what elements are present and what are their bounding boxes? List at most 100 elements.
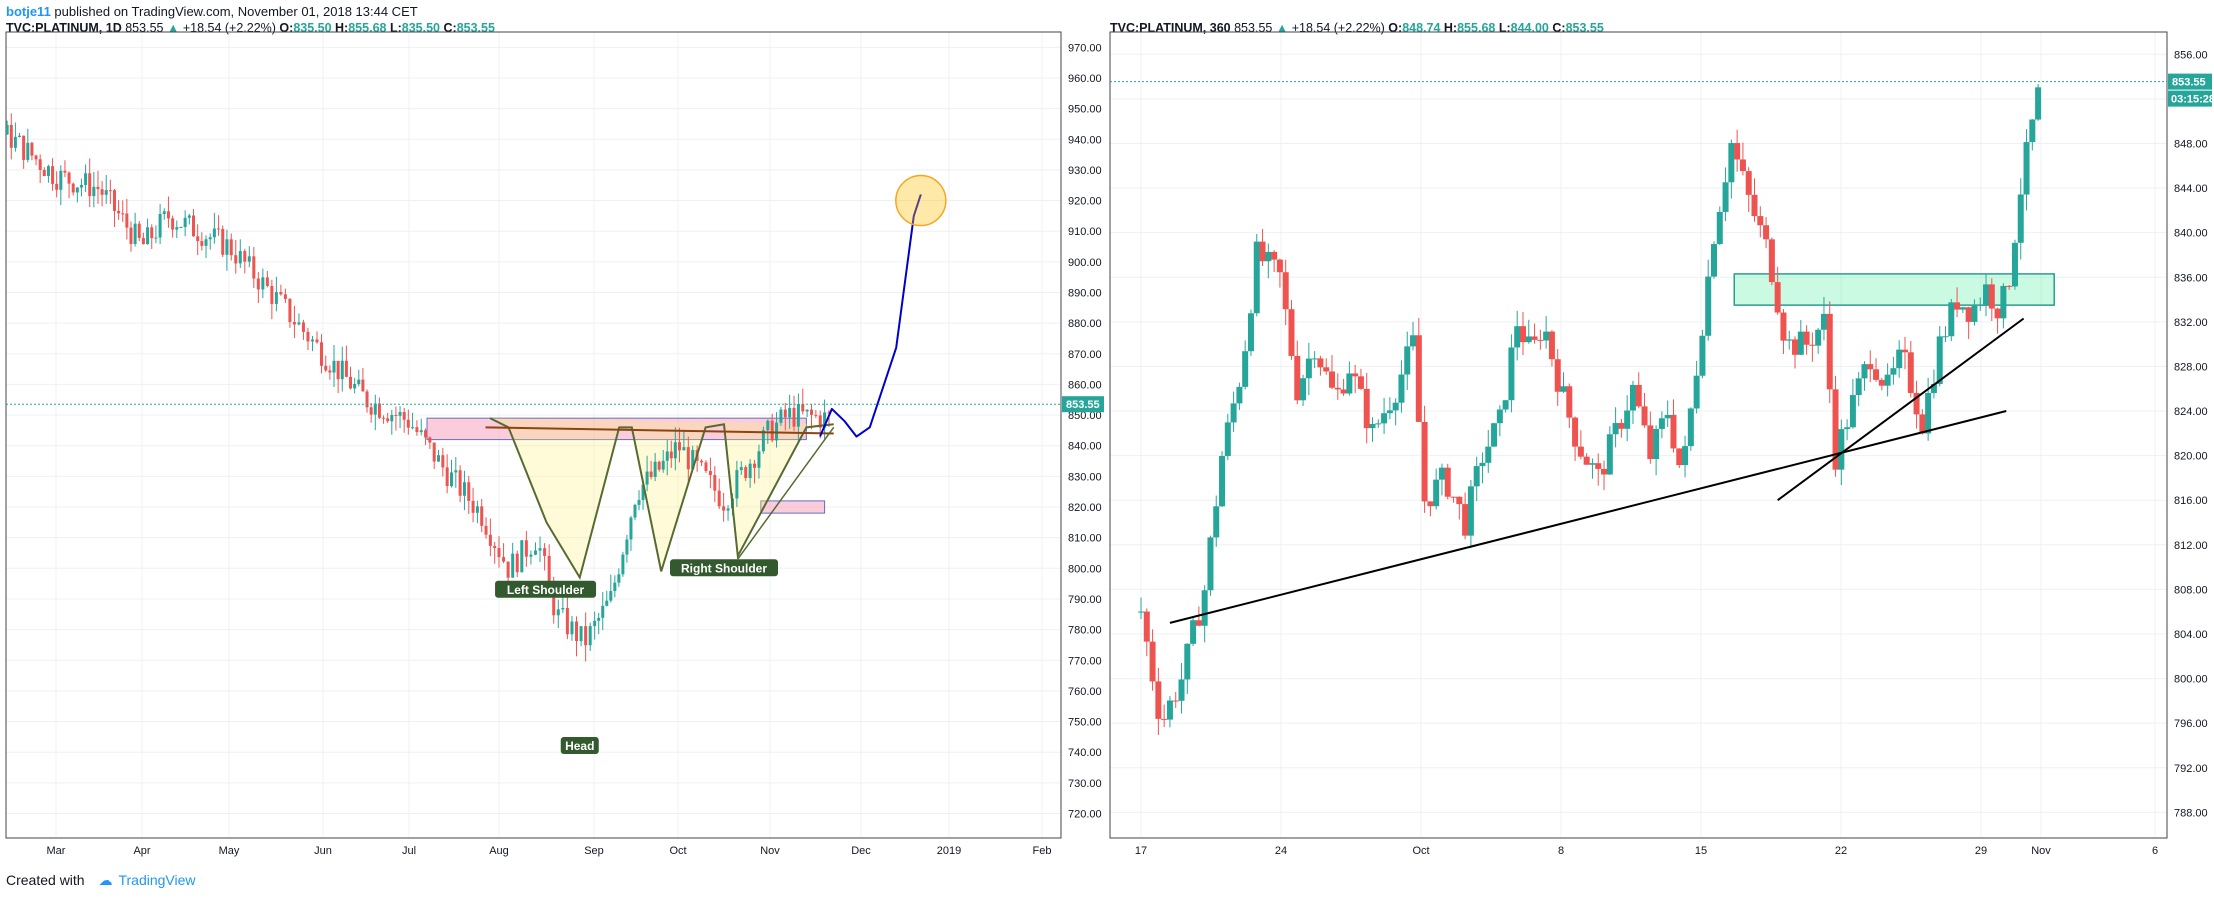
y-tick-label: 850.00 xyxy=(1068,410,1102,422)
candle-body xyxy=(1618,423,1625,429)
candle-body xyxy=(1792,339,1799,355)
y-tick-label: 900.00 xyxy=(1068,257,1102,269)
candle-body xyxy=(1438,467,1445,480)
candle-body xyxy=(150,227,154,239)
candle-body xyxy=(570,621,574,635)
y-tick-label: 910.00 xyxy=(1068,226,1102,238)
candle-body xyxy=(584,626,588,646)
candle-body xyxy=(1971,305,1978,322)
candle-body xyxy=(166,211,170,219)
candle-body xyxy=(657,461,661,470)
candle-body xyxy=(1357,376,1364,389)
candle-body xyxy=(238,251,242,264)
candle-body xyxy=(766,420,770,431)
tradingview-link[interactable]: TradingView xyxy=(118,872,196,888)
candle-body xyxy=(1572,417,1579,447)
candle-body xyxy=(1323,367,1330,372)
candle-body xyxy=(283,294,287,299)
candle-body xyxy=(1560,386,1567,392)
y-tick-label: 930.00 xyxy=(1068,165,1102,177)
x-tick-label: 17 xyxy=(1135,845,1147,857)
candle-body xyxy=(1369,423,1376,429)
y-tick-label: 830.00 xyxy=(1068,471,1102,483)
candle-body xyxy=(256,278,260,290)
candle-body xyxy=(234,255,238,264)
candle-body xyxy=(1873,369,1880,380)
candle-body xyxy=(26,142,30,160)
x-tick-label: Nov xyxy=(760,845,780,857)
head-label: Head xyxy=(565,739,594,753)
candle-body xyxy=(1624,410,1631,429)
candle-body xyxy=(2011,242,2018,287)
candle-body xyxy=(1242,351,1249,387)
y-axis: 720.00 730.00 740.00 750.00 760.00 770.00 780.… xyxy=(1068,42,1102,820)
candle-body xyxy=(297,322,301,325)
left-shoulder-label: Left Shoulder xyxy=(507,583,585,597)
x-tick-label: 29 xyxy=(1975,845,1987,857)
candle-body xyxy=(556,609,560,616)
candle-body xyxy=(700,460,704,463)
candle-body xyxy=(1184,643,1191,680)
candle-body xyxy=(467,482,471,501)
candle-body xyxy=(208,237,212,240)
candle-body xyxy=(1155,681,1162,719)
author-link[interactable]: botje11 xyxy=(6,4,51,19)
candle-body xyxy=(394,415,398,417)
right-6h-chart[interactable]: 788.00 792.00 796.00 800.00 804.00 808.00 812.… xyxy=(1105,0,2214,870)
candle-body xyxy=(653,461,657,477)
long-trendline xyxy=(1169,410,2007,624)
y-axis: 788.00 792.00 796.00 800.00 804.00 808.00 812.… xyxy=(2174,49,2208,819)
candle-body xyxy=(645,471,649,485)
candle-body xyxy=(369,407,373,415)
candle-body xyxy=(1514,326,1521,348)
candle-body xyxy=(1693,375,1700,409)
x-tick-label: Jul xyxy=(402,845,416,857)
candle-body xyxy=(1780,312,1787,341)
candle-body xyxy=(1375,423,1382,425)
candle-body xyxy=(480,506,484,526)
candle-body xyxy=(67,172,71,184)
candle-body xyxy=(1300,378,1307,401)
created-with-text: Created with xyxy=(6,872,85,888)
candle-body xyxy=(377,403,381,418)
candle-body xyxy=(1421,421,1428,502)
candle-body xyxy=(717,490,721,507)
candle-body xyxy=(125,213,129,228)
plot-frame xyxy=(5,31,1062,839)
candle-body xyxy=(565,607,569,635)
candle-body xyxy=(1745,171,1752,195)
tradingview-logo-icon[interactable]: ☁ xyxy=(98,872,113,888)
candle-body xyxy=(1653,428,1660,460)
y-tick-label: 950.00 xyxy=(1068,104,1102,116)
candle-body xyxy=(593,620,597,627)
candle-body xyxy=(1954,302,1961,310)
candle-body xyxy=(502,557,506,562)
left-daily-chart[interactable]: 720.00 730.00 740.00 750.00 760.00 770.00 780.… xyxy=(0,0,1105,870)
candle-body xyxy=(1884,374,1891,386)
candle-body xyxy=(1334,387,1341,390)
candle-body xyxy=(59,170,63,190)
candle-body xyxy=(187,215,191,218)
candle-body xyxy=(424,430,428,438)
candle-body xyxy=(1832,389,1839,470)
candle-body xyxy=(229,239,233,256)
candle-body xyxy=(1687,408,1694,447)
candle-body xyxy=(2,132,5,134)
candle-body xyxy=(332,360,336,373)
candle-body xyxy=(613,582,617,592)
candle-body xyxy=(1658,418,1665,429)
candle-body xyxy=(1201,590,1208,626)
candle-body xyxy=(1855,378,1862,396)
candle-body xyxy=(2000,285,2007,319)
candle-body xyxy=(809,409,813,415)
candle-body xyxy=(1988,284,1995,309)
candle-body xyxy=(1519,326,1526,343)
candle-body xyxy=(1305,358,1312,379)
candle-body xyxy=(641,484,645,500)
candle-body xyxy=(221,228,225,255)
candle-body xyxy=(637,499,641,505)
candle-body xyxy=(529,554,533,557)
short-trendline xyxy=(1777,317,2025,502)
candle-body xyxy=(265,277,269,286)
candle-body xyxy=(261,277,265,290)
